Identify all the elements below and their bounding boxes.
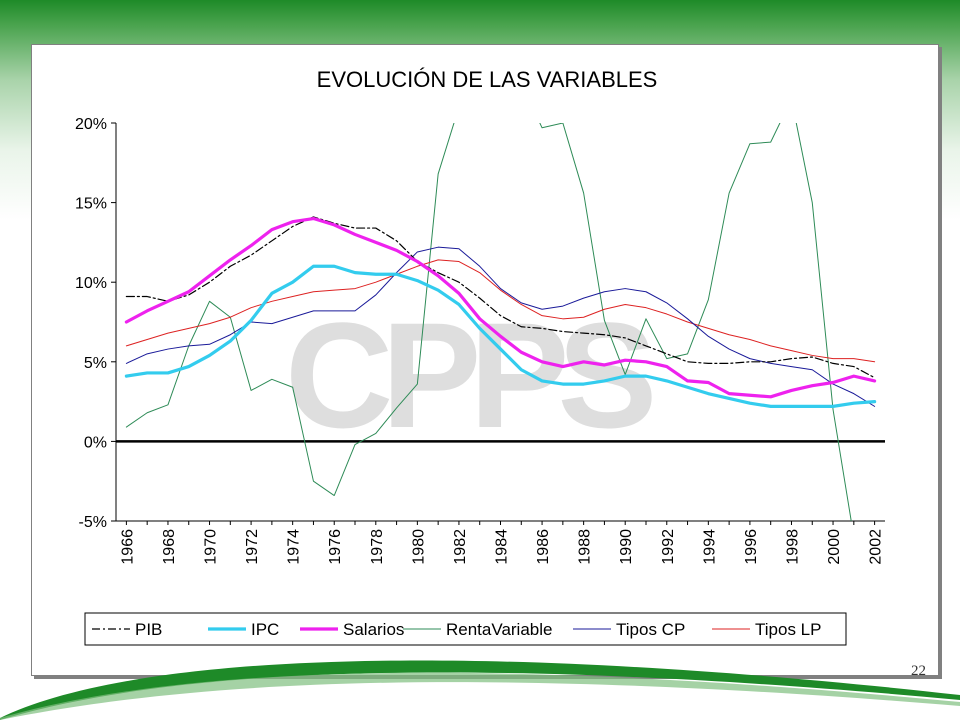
decorative-swoosh [0,660,960,720]
y-tick-label: 15% [75,196,107,213]
series-line-tipos-cp [125,246,876,407]
x-tick-label: 1996 [743,529,760,565]
x-tick-label: 1988 [577,529,594,565]
page-number: 22 [911,663,926,679]
x-tick-label: 1986 [535,529,552,565]
x-tick-label: 1968 [161,529,178,565]
legend-label: PIB [135,620,162,639]
chart-title: EVOLUCIÓN DE LAS VARIABLES [317,67,658,92]
legend-label: RentaVariable [446,620,552,639]
series-line-tipos-lp [125,259,876,363]
x-tick-label: 2000 [826,529,843,565]
y-tick-label: 20% [75,116,107,133]
x-tick-label: 1974 [286,529,303,565]
x-tick-label: 2002 [868,529,885,565]
x-tick-label: 1992 [660,529,677,565]
y-tick-label: 10% [75,275,107,292]
x-tick-label: 1970 [203,529,220,565]
legend-label: Tipos CP [616,620,685,639]
y-tick-label: 0% [84,434,107,451]
series-line-ipc [124,264,877,408]
y-axis: 20% 15% 10% 5% 0% -5% [75,116,117,531]
x-tick-label: 1990 [618,529,635,565]
x-tick-label: 1982 [452,529,469,565]
x-tick-label: 1998 [784,529,801,565]
series-line-pib [125,216,876,379]
series-line-rentavariable [125,123,852,521]
legend-label: IPC [251,620,279,639]
legend-label: Salarios [343,620,404,639]
y-tick-label: -5% [79,514,107,531]
x-tick-label: 1972 [244,529,261,565]
x-tick-label: 1966 [119,529,136,565]
series-line-salarios [124,216,877,399]
chart-frame [31,44,939,676]
series-lines [124,123,877,521]
x-axis: 1966 1968 1970 1972 1974 1976 1978 1980 1982 1984… [116,440,885,565]
x-tick-label: 1984 [494,529,511,565]
x-tick-label: 1980 [410,529,427,565]
watermark-logo: CPPS [285,291,658,459]
x-tick-label: 1994 [701,529,718,565]
x-tick-label: 1978 [369,529,386,565]
legend: PIB IPC Salarios RentaVariable Tipos CP Tipos… [84,612,847,646]
legend-label: Tipos LP [755,620,821,639]
x-tick-label: 1976 [327,529,344,565]
y-tick-label: 5% [84,355,107,372]
